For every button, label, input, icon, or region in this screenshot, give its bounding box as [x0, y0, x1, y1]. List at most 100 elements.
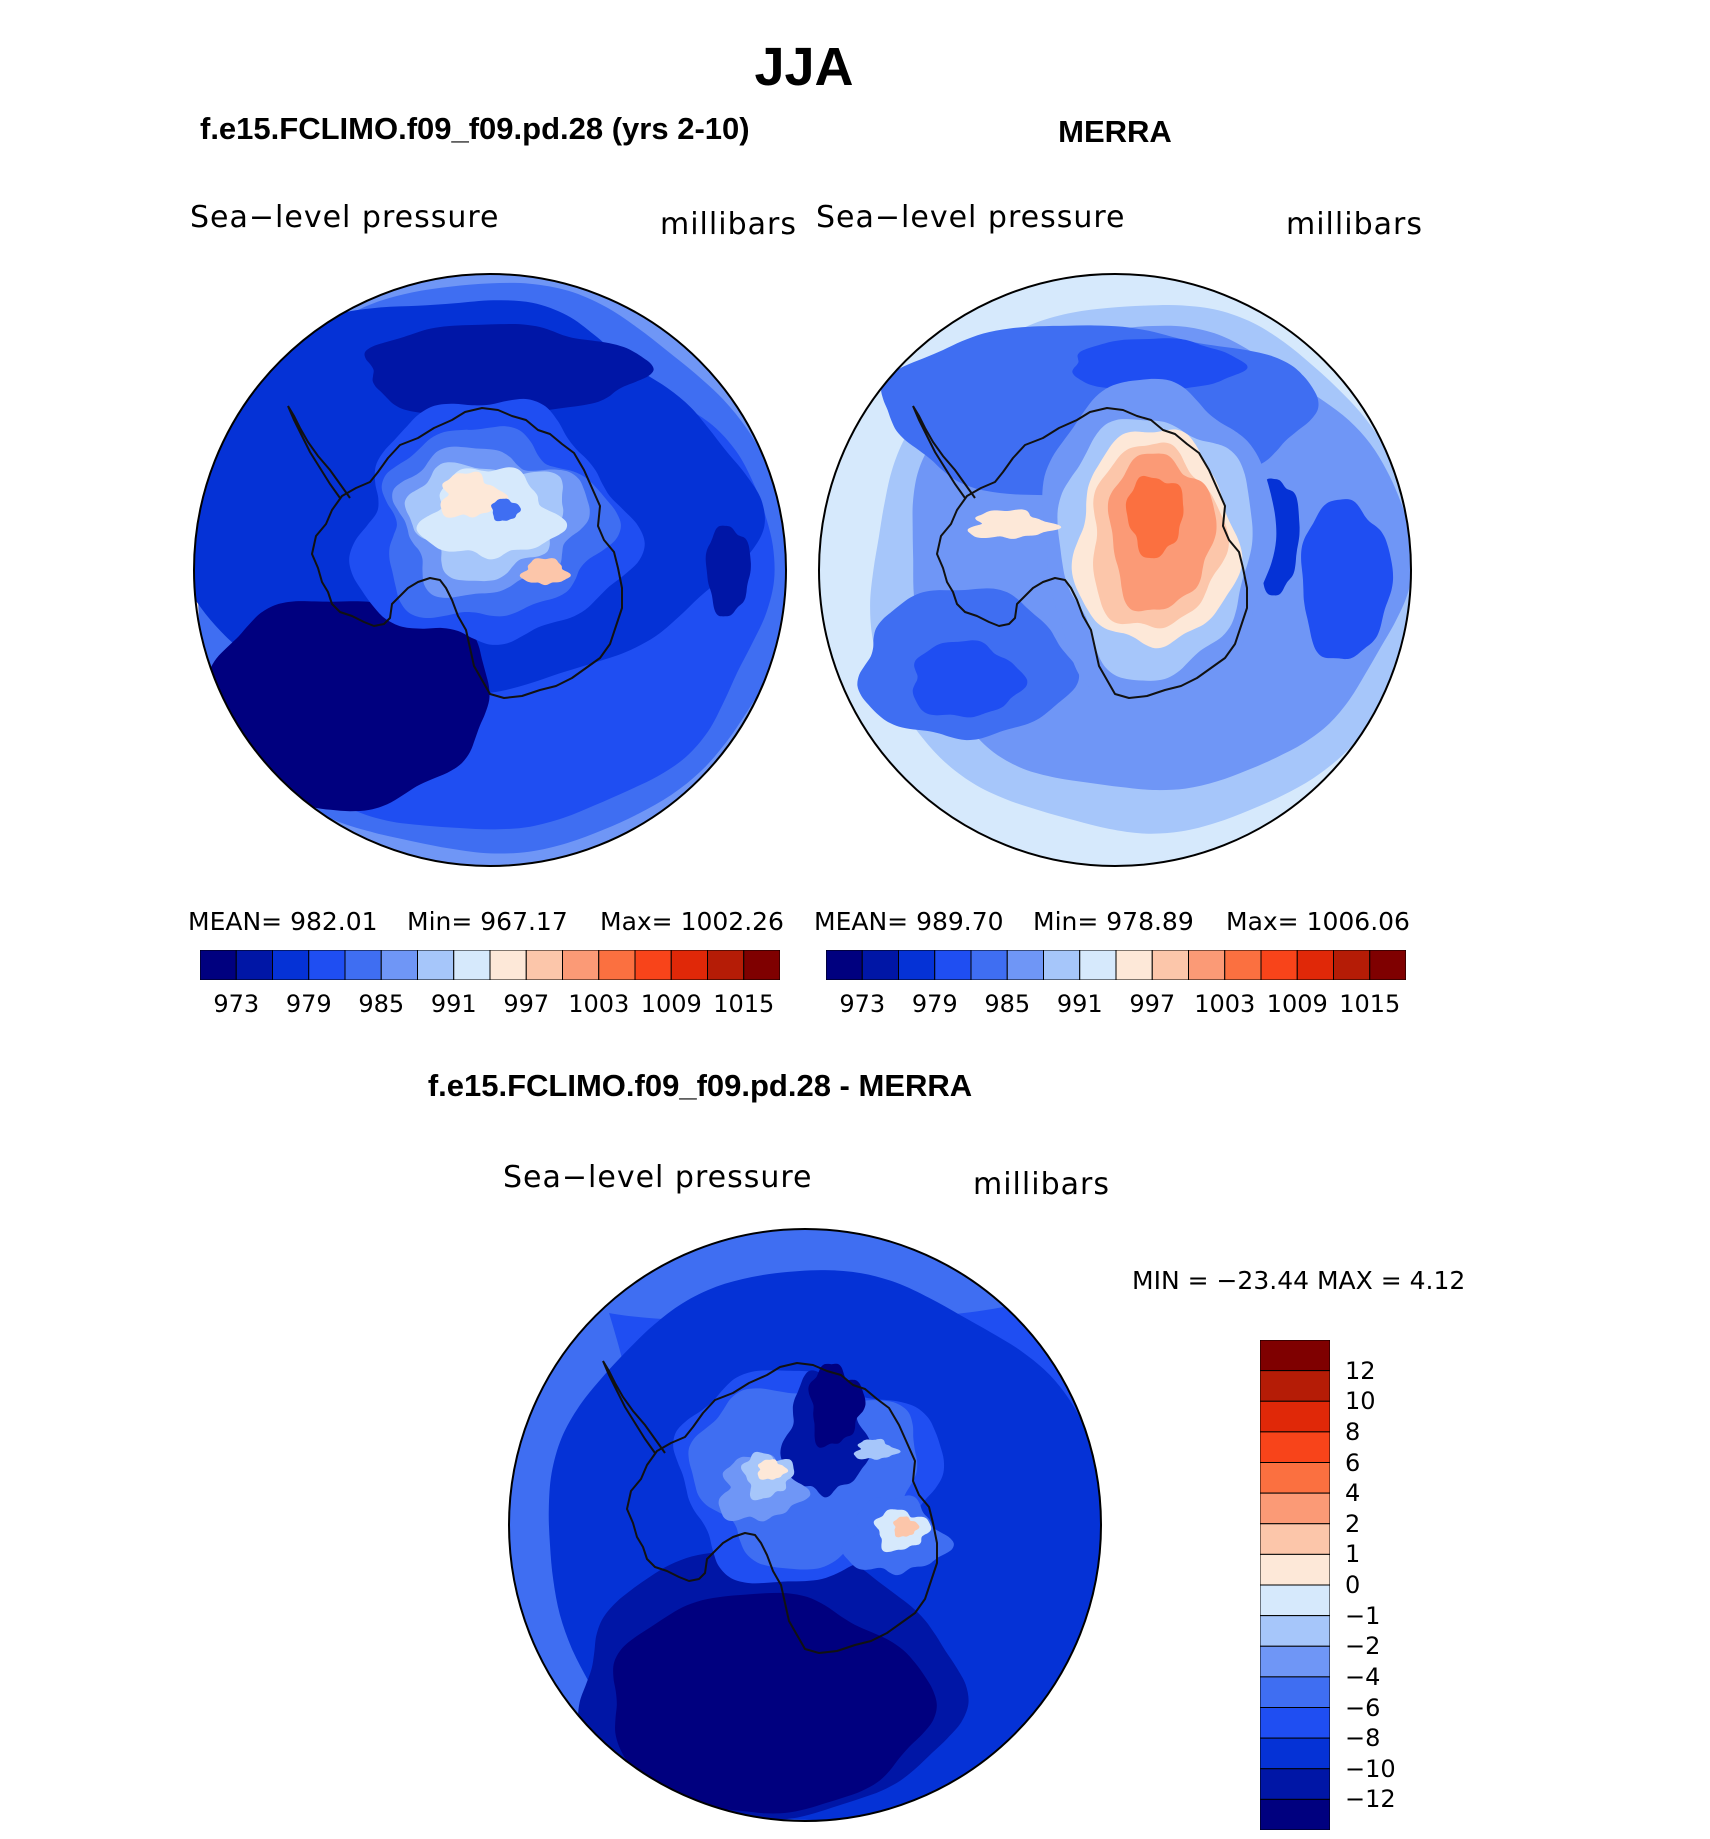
contour-region — [207, 601, 490, 812]
colorbar-tick-label: −12 — [1345, 1785, 1396, 1814]
contour-region — [519, 1229, 1101, 1325]
colorbar-tick-label: 0 — [1345, 1571, 1361, 1599]
contour-region — [1125, 475, 1184, 559]
colorbar-swatch — [743, 950, 780, 980]
colorbar-tick-label: 8 — [1345, 1417, 1361, 1446]
colorbar-tick-label: 979 — [285, 990, 332, 1018]
colorbar-swatch — [861, 950, 899, 980]
colorbar-swatch — [1260, 1645, 1330, 1678]
diff-colorbar — [1260, 1340, 1330, 1830]
right-panel-title: MERRA — [1058, 114, 1172, 149]
colorbar-swatch — [1260, 1798, 1330, 1830]
right-variable-label: Sea−level pressure — [816, 200, 1126, 235]
colorbar-swatch — [1188, 950, 1226, 980]
diff-variable-label: Sea−level pressure — [503, 1160, 813, 1195]
antarctica-coastline — [936, 407, 1248, 699]
colorbar-tick-label: −10 — [1345, 1754, 1396, 1783]
colorbar-swatch — [200, 950, 237, 980]
colorbar-tick-label: 4 — [1345, 1479, 1361, 1508]
colorbar-tick-label: 1015 — [713, 990, 775, 1018]
diff-minmax-stat: MIN = −23.44 MAX = 4.12 — [1132, 1266, 1466, 1295]
contour-region — [912, 640, 1028, 718]
antarctica-coastline — [626, 1362, 938, 1654]
left-units-label: millibars — [660, 207, 797, 242]
colorbar-tick-label: 985 — [358, 990, 405, 1018]
antarctic-peninsula-coast — [912, 405, 976, 499]
left-min-stat: Min= 967.17 — [407, 907, 568, 936]
colorbar-swatch — [1260, 1462, 1330, 1494]
colorbar-swatch — [380, 950, 418, 980]
colorbar-swatch — [417, 950, 455, 980]
colorbar-tick-label: 1003 — [1194, 990, 1256, 1018]
colorbar-swatch — [1260, 1492, 1330, 1525]
colorbar-swatch — [1260, 1553, 1330, 1586]
contour-region — [491, 498, 521, 522]
right-colorbar — [826, 950, 1406, 980]
colorbar-swatch — [1079, 950, 1117, 980]
colorbar-tick-label: 997 — [1129, 990, 1176, 1018]
colorbar-tick-label: −8 — [1345, 1724, 1381, 1753]
colorbar-tick-label: 6 — [1345, 1448, 1361, 1477]
colorbar-swatch — [670, 950, 708, 980]
colorbar-tick-label: 991 — [430, 990, 477, 1018]
colorbar-swatch — [1333, 950, 1371, 980]
colorbar-swatch — [1043, 950, 1081, 980]
colorbar-swatch — [489, 950, 527, 980]
contour-region — [893, 1516, 920, 1538]
colorbar-swatch — [934, 950, 972, 980]
colorbar-tick-label: 985 — [984, 990, 1031, 1018]
left-variable-label: Sea−level pressure — [190, 200, 500, 235]
contour-region — [705, 525, 751, 617]
colorbar-swatch — [1260, 1768, 1330, 1800]
colorbar-tick-label: 991 — [1056, 990, 1103, 1018]
right-sea-level-pressure-map — [818, 273, 1412, 867]
colorbar-tick-label: 997 — [503, 990, 550, 1018]
diff-sea-level-pressure-map — [508, 1228, 1102, 1822]
colorbar-swatch — [1006, 950, 1044, 980]
left-mean-stat: MEAN= 982.01 — [188, 907, 378, 936]
contour-region — [364, 323, 654, 415]
colorbar-swatch — [1260, 1370, 1330, 1402]
antarctic-peninsula-coast — [602, 1360, 666, 1454]
contour-region — [757, 1459, 789, 1480]
colorbar-tick-label: 979 — [911, 990, 958, 1018]
left-colorbar — [200, 950, 780, 980]
diff-panel-title: f.e15.FCLIMO.f09_f09.pd.28 - MERRA — [427, 1068, 973, 1103]
colorbar-swatch — [344, 950, 382, 980]
left-sea-level-pressure-map — [193, 273, 787, 867]
colorbar-swatch — [707, 950, 745, 980]
right-units-label: millibars — [1286, 207, 1423, 242]
colorbar-swatch — [1115, 950, 1153, 980]
antarctica-coastline — [311, 407, 623, 699]
diff-units-label: millibars — [973, 1167, 1110, 1202]
right-max-stat: Max= 1006.06 — [1226, 907, 1410, 936]
colorbar-swatch — [1260, 1584, 1330, 1617]
antarctic-peninsula-coast — [287, 405, 351, 499]
colorbar-tick-label: 1003 — [568, 990, 630, 1018]
map-boundary — [508, 1228, 1102, 1822]
colorbar-swatch — [1369, 950, 1406, 980]
colorbar-swatch — [826, 950, 863, 980]
colorbar-swatch — [1260, 1523, 1330, 1555]
contour-region — [853, 1438, 901, 1460]
map-boundary — [193, 273, 787, 867]
colorbar-swatch — [453, 950, 491, 980]
colorbar-swatch — [1260, 1707, 1330, 1739]
colorbar-tick-label: 1009 — [640, 990, 702, 1018]
contour-region — [1072, 338, 1248, 391]
colorbar-swatch — [1260, 1431, 1330, 1464]
right-min-stat: Min= 978.89 — [1033, 907, 1194, 936]
colorbar-swatch — [634, 950, 672, 980]
colorbar-tick-label: −4 — [1345, 1662, 1381, 1691]
contour-region — [1301, 499, 1394, 660]
colorbar-swatch — [1260, 1340, 1330, 1372]
colorbar-tick-label: 1015 — [1339, 990, 1401, 1018]
colorbar-swatch — [1260, 1400, 1330, 1433]
colorbar-swatch — [1260, 1676, 1330, 1709]
colorbar-swatch — [1296, 950, 1334, 980]
colorbar-tick-label: 1 — [1345, 1540, 1361, 1569]
contour-region — [967, 509, 1062, 539]
colorbar-swatch — [970, 950, 1008, 980]
left-panel-title: f.e15.FCLIMO.f09_f09.pd.28 (yrs 2-10) — [200, 111, 750, 146]
colorbar-tick-label: −1 — [1345, 1601, 1381, 1630]
